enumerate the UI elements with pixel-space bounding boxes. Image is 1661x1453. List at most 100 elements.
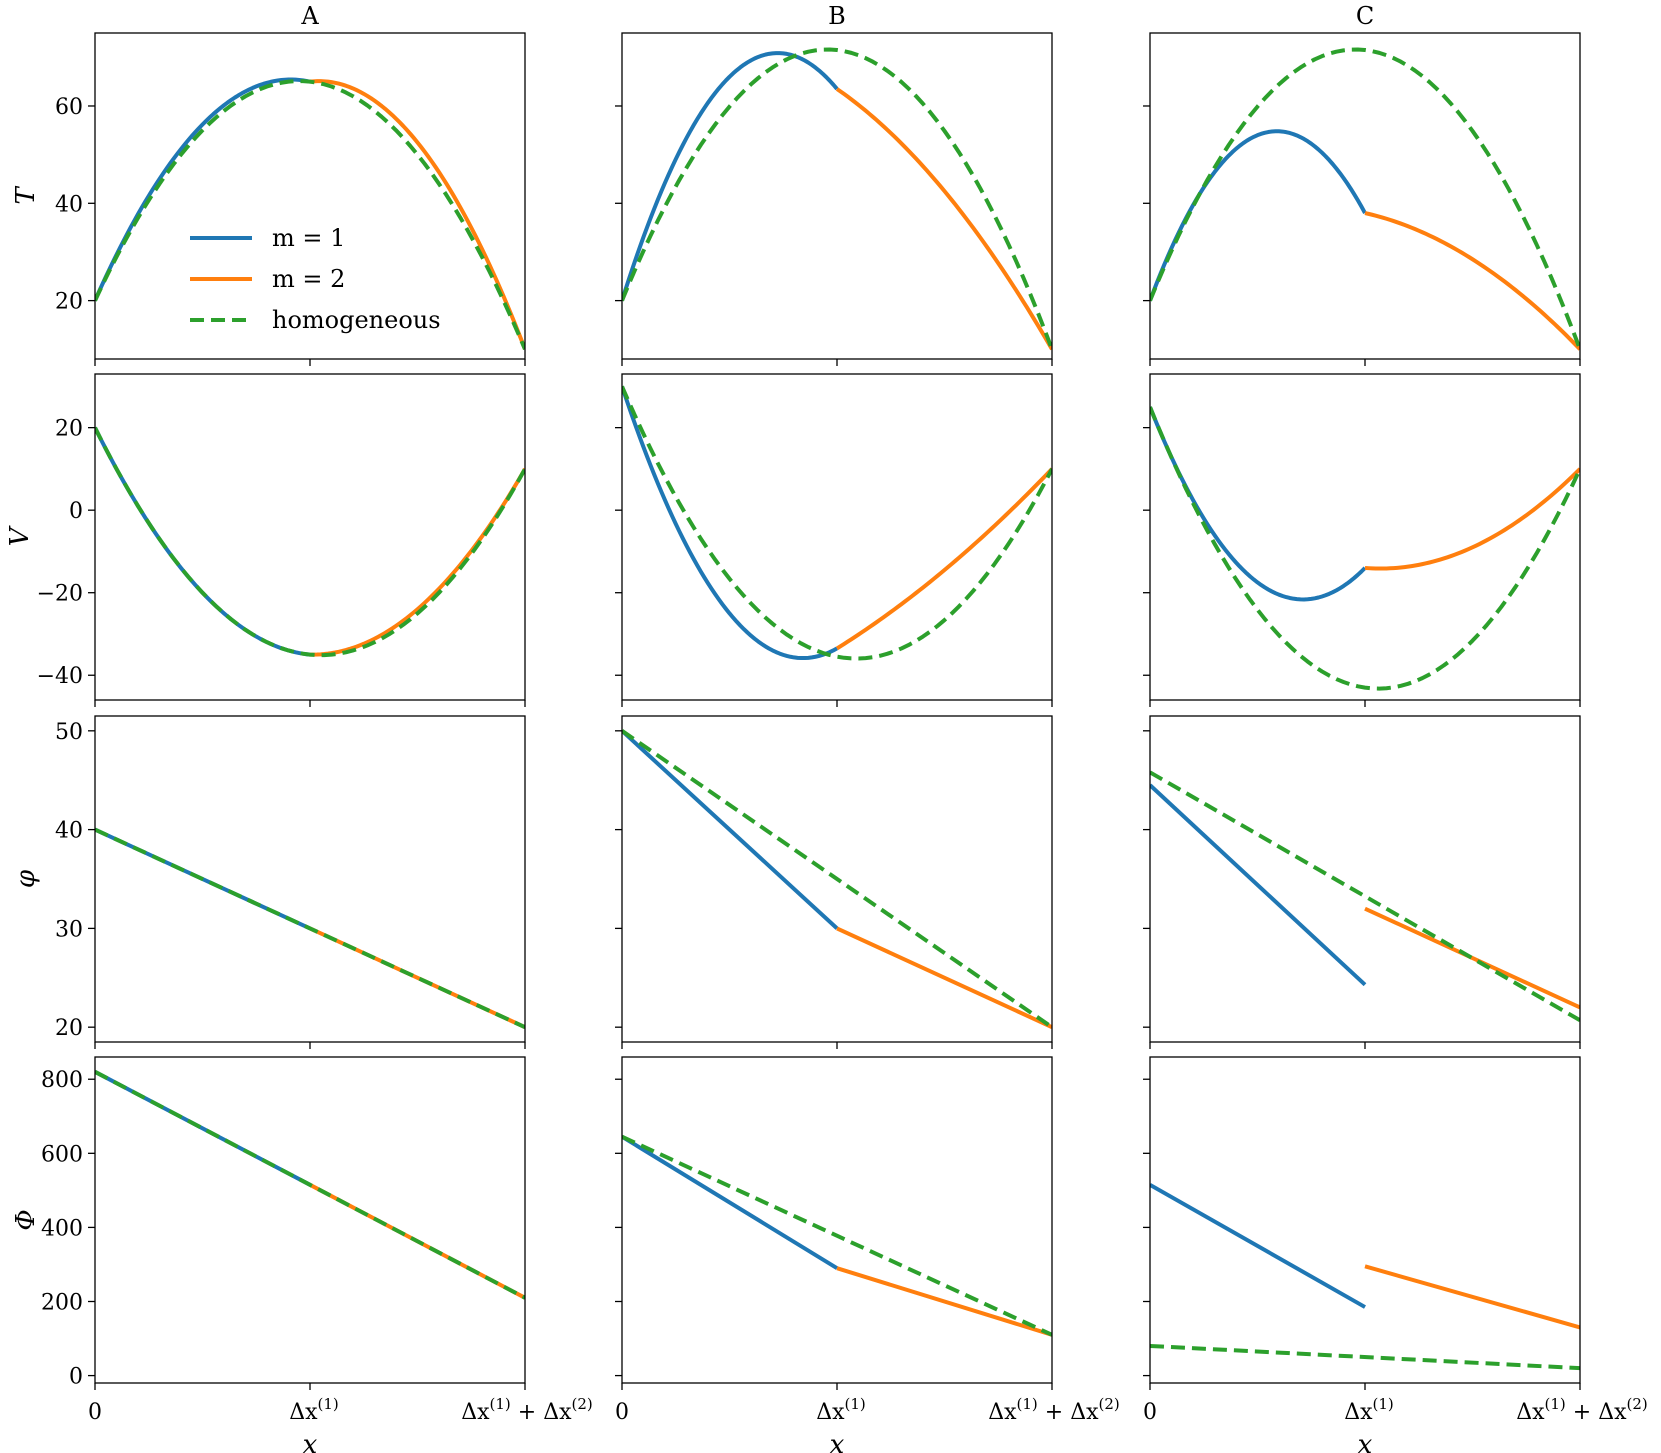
plot-area [622,47,1052,351]
plot-area [95,827,525,1029]
y-tick-label: 60 [55,95,83,120]
series-homogeneous-line [95,79,525,351]
y-tick-label: 40 [55,192,83,217]
panel-a-row-2: 20 30 40 50 [55,715,526,1049]
series-m1-line [1150,406,1367,602]
column-title-c: C [1356,2,1374,30]
y-tick-label: 0 [69,1365,83,1390]
plot-area [1150,770,1580,1023]
axes-frame [1149,715,1581,1043]
panel-b-row-3: 0 Δx(1) Δx(1) + Δx(2) x [615,1056,1120,1453]
panels-layer: A B C T 20 40 60 V −40 −20 0 20 φ 20 30 40 50 Φ 0 200 400 600… [5,2,1648,1453]
plot-area [1150,406,1580,691]
series-m2-line [309,926,525,1029]
axes-frame [621,32,1053,360]
x-axis-label: x [1358,1430,1373,1453]
x-tick-label-dx1: Δx(1) [816,1395,866,1425]
x-axis-label: x [303,1430,318,1453]
axes-frame [1149,32,1581,360]
y-tick-label: 20 [55,1016,83,1041]
axes-frame [621,1056,1053,1384]
y-tick-label: 50 [55,720,83,745]
series-m1-line [95,426,311,657]
series-m1-line [622,1134,839,1270]
plot-area [1150,1183,1580,1371]
y-tick-label: 400 [41,1216,83,1241]
y-tick-label: 40 [55,819,83,844]
legend: m = 1 m = 2 homogeneous [190,224,441,334]
series-homogeneous-line [95,1070,525,1300]
series-m2-line [836,926,1052,1029]
x-tick-label-zero: 0 [1143,1400,1157,1425]
y-tick-label: 600 [41,1142,83,1167]
x-tick-label-dx1: Δx(1) [1344,1395,1394,1425]
series-m2-line [835,87,1052,351]
panel-b-row-0 [615,32,1053,366]
y-tick-label: 20 [55,417,83,442]
series-m2-line [1364,211,1580,351]
series-m2-line [1364,467,1580,571]
series-homogeneous-line [622,385,1052,661]
series-m1-line [1150,783,1367,987]
series-homogeneous-line [1150,47,1580,350]
series-m1-line [1150,1183,1366,1309]
x-tick-label-dx1: Δx(1) [289,1395,339,1425]
plot-area [95,426,525,658]
panel-a-row-1: −40 −20 0 20 [37,373,526,707]
plot-area [95,77,525,351]
series-m2-line [1364,1264,1580,1330]
panel-a-row-3: 0 200 400 600 800 0 Δx(1) Δx(1) + Δx(2) x [41,1056,593,1453]
series-homogeneous-line [95,426,525,658]
panel-b-row-2 [615,715,1053,1049]
x-tick-label-dx1-plus-dx2: Δx(1) + Δx(2) [461,1395,593,1425]
series-m1-line [622,385,838,661]
series-homogeneous-line [95,827,525,1029]
y-tick-label: 800 [41,1068,83,1093]
y-tick-label: 0 [69,499,83,524]
plot-area [1150,47,1580,351]
y-tick-label: −20 [37,582,83,607]
series-m2-line [309,79,525,350]
series-homogeneous-line [622,729,1052,1029]
series-m2-line [835,467,1052,651]
column-title-a: A [300,2,319,30]
series-homogeneous-line [1150,1343,1580,1371]
series-m2-line [309,467,525,657]
panel-c-row-2 [1143,715,1581,1049]
plot-area [622,729,1052,1029]
panel-a-row-0: 20 40 60 [55,32,526,366]
ylabel-1: V [5,525,35,546]
y-tick-label: 20 [55,290,83,315]
y-tick-label: 30 [55,917,83,942]
ylabel-3: Φ [11,1209,41,1230]
series-m2-line [1364,906,1580,1010]
x-tick-label-dx1-plus-dx2: Δx(1) + Δx(2) [988,1395,1120,1425]
series-m1-line [95,77,311,302]
series-m1-line [622,729,839,930]
axes-frame [94,715,526,1043]
x-axis-label: x [830,1430,845,1453]
series-homogeneous-line [1150,406,1580,691]
x-tick-label-zero: 0 [615,1400,629,1425]
legend-label-m2: m = 2 [272,265,345,293]
series-m1-line [1150,129,1367,302]
plot-area [622,385,1052,661]
legend-label-m1: m = 1 [272,224,345,252]
series-m1-line [622,51,839,302]
panel-c-row-1 [1143,373,1581,707]
series-m2-line [836,1266,1052,1337]
x-tick-label-zero: 0 [88,1400,102,1425]
axes-frame [621,373,1053,701]
plot-area [95,1070,525,1300]
plot-area [622,1134,1052,1337]
legend-label-homogeneous: homogeneous [272,306,441,334]
series-m1-line [95,1070,311,1187]
panel-b-row-1 [615,373,1053,707]
column-title-b: B [828,2,846,30]
x-tick-label-dx1-plus-dx2: Δx(1) + Δx(2) [1516,1395,1648,1425]
series-homogeneous-line [622,47,1052,350]
ylabel-2: φ [11,869,41,888]
ylabel-0: T [11,186,41,205]
panel-c-row-3: 0 Δx(1) Δx(1) + Δx(2) x [1143,1056,1648,1453]
y-tick-label: 200 [41,1291,83,1316]
